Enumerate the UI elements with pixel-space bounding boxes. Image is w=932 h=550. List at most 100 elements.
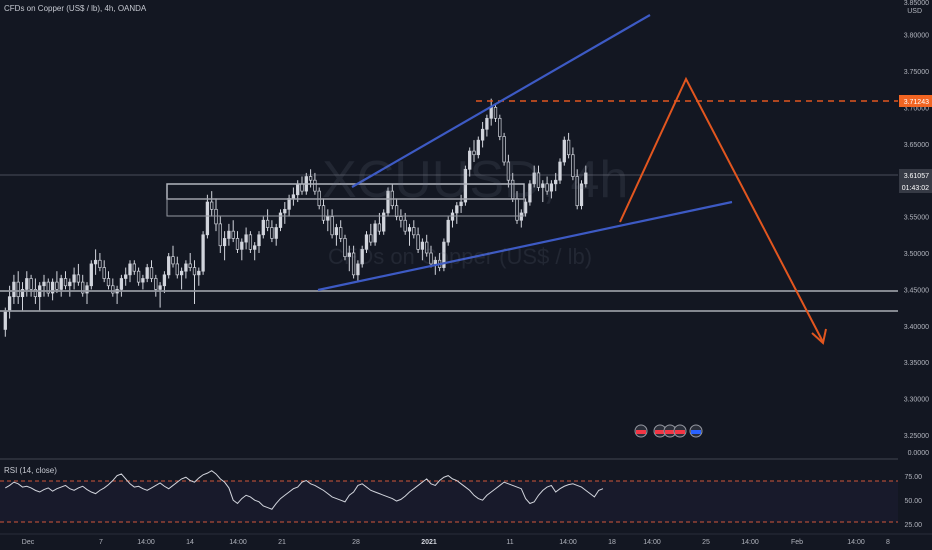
time-tick-label: 8 xyxy=(886,539,890,546)
projection-path[interactable] xyxy=(619,76,824,343)
price-axis[interactable]: 3.85000 USD 3.80000 3.75000 3.70000 3.65000… xyxy=(898,0,932,550)
candle-body xyxy=(141,278,145,283)
candle-body xyxy=(214,208,218,225)
candle-body xyxy=(136,270,141,283)
candle-body xyxy=(450,212,455,221)
candle-body xyxy=(558,161,562,181)
upper-trendline[interactable] xyxy=(351,14,651,188)
candle-body xyxy=(532,172,536,185)
price-tick-label: 3.45000 xyxy=(904,287,929,294)
candle-body xyxy=(102,267,106,279)
candle-body xyxy=(119,278,124,290)
candle-body xyxy=(579,183,584,207)
candle-body xyxy=(244,234,248,243)
candle-body xyxy=(210,201,214,210)
last-price-badge xyxy=(899,169,932,181)
event-markers[interactable] xyxy=(634,424,703,438)
candle-body xyxy=(549,183,554,192)
candle-body xyxy=(42,281,46,287)
lower-trendline[interactable] xyxy=(317,200,733,292)
last-price-text: 3.61057 xyxy=(904,173,929,180)
rsi-pane[interactable] xyxy=(0,470,898,523)
time-tick-label: 14:00 xyxy=(643,539,661,546)
resistance-price-text: 3.71243 xyxy=(904,99,929,106)
candle-body xyxy=(386,190,390,214)
candle-body xyxy=(489,107,493,119)
support-box-upper[interactable] xyxy=(166,183,525,200)
candle-body xyxy=(29,278,33,290)
time-tick-label: 11 xyxy=(506,539,513,546)
candle-body xyxy=(205,201,210,236)
price-tick-label: 3.70000 xyxy=(904,105,929,112)
price-tick-label: 3.40000 xyxy=(904,324,929,331)
candle-body xyxy=(433,259,437,265)
price-tick-label: 3.25000 xyxy=(904,433,929,440)
candle-body xyxy=(377,223,382,232)
time-tick-label: Feb xyxy=(791,539,803,546)
candle-body xyxy=(192,267,197,276)
candle-body xyxy=(412,227,416,236)
candle-body xyxy=(455,205,459,214)
rsi-tick-50: 50.00 xyxy=(904,498,922,505)
candle-body xyxy=(511,179,515,199)
candle-body xyxy=(33,289,38,298)
candle-body xyxy=(330,216,334,236)
candle-body xyxy=(476,139,480,156)
candle-body xyxy=(425,241,429,254)
candle-body xyxy=(149,267,154,279)
price-pane[interactable] xyxy=(0,14,898,438)
candle-body xyxy=(72,274,76,283)
candle-body xyxy=(132,263,136,272)
countdown-badge xyxy=(899,181,932,193)
candle-body xyxy=(382,212,386,232)
rsi-band xyxy=(0,481,898,522)
candle-body xyxy=(25,278,29,290)
candle-body xyxy=(493,107,498,119)
candle-body xyxy=(188,263,192,268)
candle-body xyxy=(81,281,85,294)
time-tick-label: 18 xyxy=(608,539,616,546)
candle-body xyxy=(403,219,407,232)
candle-body xyxy=(3,310,7,330)
candle-body xyxy=(162,274,167,287)
candle-body xyxy=(179,270,184,276)
candle-body xyxy=(554,179,558,185)
candle-body xyxy=(480,128,485,141)
candle-body xyxy=(399,216,403,221)
candle-body xyxy=(167,256,171,276)
candle-body xyxy=(12,281,16,298)
time-tick-label: 14:00 xyxy=(559,539,577,546)
currency-label: USD xyxy=(907,8,922,15)
candle-body xyxy=(369,234,373,243)
candle-body xyxy=(201,234,205,272)
candle-body xyxy=(468,150,472,170)
candle-body xyxy=(351,252,356,276)
candle-body xyxy=(339,227,343,239)
candle-body xyxy=(184,263,188,272)
candle-body xyxy=(463,168,468,203)
time-tick-label: 21 xyxy=(278,539,286,546)
candle-body xyxy=(536,172,541,188)
price-axis-top-label: 3.85000 xyxy=(904,0,929,7)
candle-body xyxy=(46,281,50,294)
candle-body xyxy=(321,205,326,221)
candle-body xyxy=(528,183,532,203)
candle-body xyxy=(50,281,55,294)
candle-body xyxy=(171,256,175,265)
candle-body xyxy=(93,259,98,265)
candle-body xyxy=(446,219,450,243)
candle-body xyxy=(326,216,330,221)
candle-body xyxy=(111,285,115,294)
candle-body xyxy=(124,274,128,279)
time-tick-label: 14 xyxy=(186,539,194,546)
time-tick-label: 28 xyxy=(352,539,360,546)
candle-body xyxy=(498,117,502,137)
candle-body xyxy=(287,198,291,210)
time-axis[interactable]: Dec 7 14:00 14 14:00 21 28 2021 11 14:00 18 14:00 25… xyxy=(0,533,932,546)
candle-body xyxy=(240,241,244,250)
support-box-lower[interactable] xyxy=(166,198,525,217)
candle-body xyxy=(68,281,72,287)
candle-body xyxy=(106,278,111,287)
candle-body xyxy=(248,234,253,250)
